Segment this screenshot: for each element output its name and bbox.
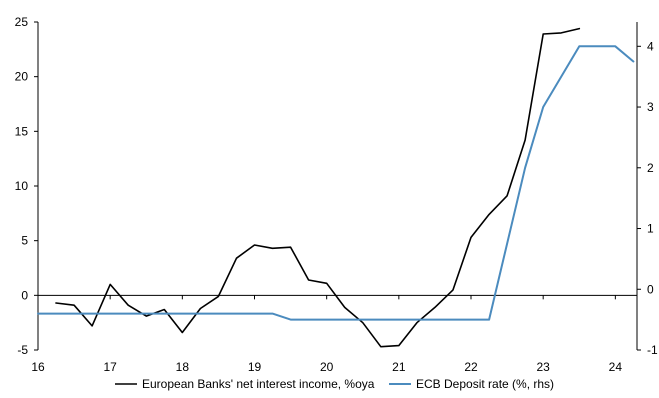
- x-tick-label: 20: [320, 360, 334, 374]
- y-right-tick-label: 2: [647, 161, 654, 175]
- x-tick-label: 18: [176, 360, 190, 374]
- data-point-ecb-deposit-rate: [633, 61, 635, 63]
- y-left-tick-label: 5: [21, 234, 28, 248]
- x-tick-label: 22: [464, 360, 478, 374]
- data-point-net-interest-income: [200, 308, 202, 310]
- data-point-net-interest-income: [91, 325, 93, 327]
- data-point-net-interest-income: [344, 307, 346, 309]
- x-tick-label: 17: [103, 360, 117, 374]
- x-tick-label: 21: [392, 360, 406, 374]
- x-tick-label: 19: [248, 360, 262, 374]
- x-tick-label: 24: [609, 360, 623, 374]
- data-point-net-interest-income: [73, 304, 75, 306]
- data-point-net-interest-income: [163, 309, 165, 311]
- data-point-net-interest-income: [488, 214, 490, 216]
- data-point-net-interest-income: [434, 307, 436, 309]
- data-point-net-interest-income: [236, 257, 238, 259]
- data-point-net-interest-income: [380, 346, 382, 348]
- data-point-net-interest-income: [109, 284, 111, 286]
- y-right-tick-label: 1: [647, 222, 654, 236]
- y-left-tick-label: 15: [15, 124, 29, 138]
- y-left-tick-label: -5: [17, 343, 28, 357]
- legend-label-nii: European Banks' net interest income, %oy…: [142, 377, 375, 391]
- data-point-net-interest-income: [578, 28, 580, 30]
- data-point-net-interest-income: [145, 315, 147, 317]
- y-left-tick-label: 0: [21, 288, 28, 302]
- data-point-net-interest-income: [290, 246, 292, 248]
- data-point-net-interest-income: [452, 289, 454, 291]
- data-point-ecb-deposit-rate: [272, 313, 274, 315]
- data-point-ecb-deposit-rate: [542, 106, 544, 108]
- y-left-tick-label: 20: [15, 70, 29, 84]
- y-right-tick-label: -1: [647, 343, 658, 357]
- data-point-net-interest-income: [127, 304, 129, 306]
- y-right-tick-label: 0: [647, 282, 654, 296]
- data-point-net-interest-income: [182, 332, 184, 334]
- data-point-net-interest-income: [506, 195, 508, 197]
- data-point-net-interest-income: [416, 322, 418, 324]
- data-point-net-interest-income: [542, 33, 544, 35]
- legend: European Banks' net interest income, %oy…: [115, 377, 554, 391]
- data-point-net-interest-income: [362, 322, 364, 324]
- data-point-ecb-deposit-rate: [524, 167, 526, 169]
- data-point-net-interest-income: [272, 248, 274, 250]
- y-left-tick-label: 10: [15, 179, 29, 193]
- data-point-net-interest-income: [308, 279, 310, 281]
- x-tick-label: 16: [31, 360, 45, 374]
- y-right-tick-label: 4: [647, 39, 654, 53]
- data-point-net-interest-income: [524, 139, 526, 141]
- data-point-ecb-deposit-rate: [488, 319, 490, 321]
- data-point-net-interest-income: [398, 345, 400, 347]
- legend-label-ecb: ECB Deposit rate (%, rhs): [416, 377, 554, 391]
- y-right-tick-label: 3: [647, 100, 654, 114]
- data-point-ecb-deposit-rate: [615, 45, 617, 47]
- data-point-ecb-deposit-rate: [578, 45, 580, 47]
- data-point-ecb-deposit-rate: [290, 319, 292, 321]
- data-point-net-interest-income: [560, 32, 562, 34]
- series-layer: [37, 27, 635, 348]
- data-point-net-interest-income: [470, 237, 472, 239]
- series-line-ecb-deposit-rate: [37, 45, 635, 321]
- data-point-net-interest-income: [218, 296, 220, 298]
- data-point-net-interest-income: [254, 244, 256, 246]
- y-left-tick-label: 25: [15, 15, 29, 29]
- data-point-ecb-deposit-rate: [37, 313, 39, 315]
- series-line-net-interest-income: [55, 27, 581, 348]
- x-tick-label: 23: [537, 360, 551, 374]
- data-point-net-interest-income: [326, 283, 328, 285]
- data-point-net-interest-income: [55, 302, 57, 304]
